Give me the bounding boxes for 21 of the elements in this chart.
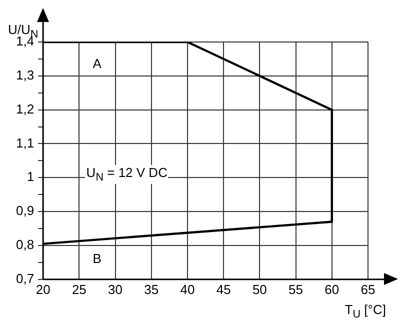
- annotation: U$_{N}$ = 12 V DC: [85, 165, 168, 184]
- y-tick-label: 1,3: [16, 67, 34, 82]
- y-tick-label: 1,2: [16, 101, 34, 116]
- x-tick-label: 30: [108, 282, 123, 297]
- x-tick-label: 60: [324, 282, 340, 297]
- x-tick-label: 25: [72, 282, 86, 297]
- annotation: A: [92, 56, 102, 72]
- annotation: B: [92, 250, 102, 266]
- x-tick-label: 40: [180, 282, 195, 297]
- x-tick-label: 45: [216, 282, 231, 297]
- x-tick-label: 20: [36, 282, 50, 297]
- x-tick-label: 65: [360, 282, 376, 297]
- y-tick-label: 0,9: [16, 203, 34, 218]
- x-tick-label: 50: [252, 282, 267, 297]
- y-tick-label: 0,7: [16, 270, 34, 286]
- y-tick-label: 1: [26, 169, 34, 184]
- y-tick-label: 1,1: [16, 135, 34, 150]
- x-tick-label: 55: [288, 282, 304, 297]
- x-axis-title: T$_{U}$ [°C]: [344, 302, 386, 321]
- x-tick-label: 35: [144, 282, 159, 297]
- y-tick-label: 0,8: [16, 237, 34, 252]
